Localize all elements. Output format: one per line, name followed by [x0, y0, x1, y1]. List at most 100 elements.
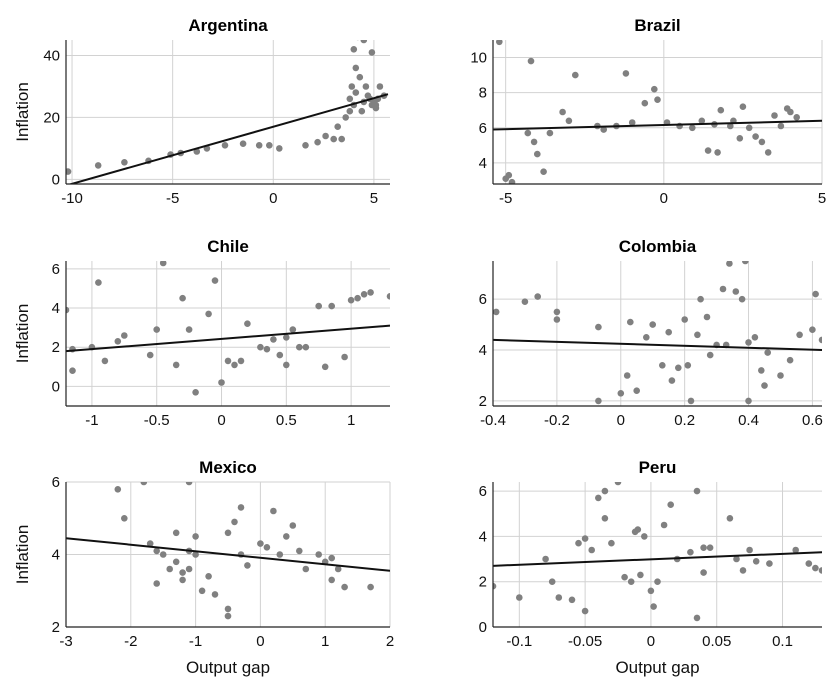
data-point: [565, 117, 573, 125]
data-point: [270, 507, 277, 515]
data-point: [766, 560, 773, 567]
panel-title: Colombia: [619, 237, 697, 256]
data-point: [322, 132, 329, 140]
data-point: [179, 569, 186, 576]
panel-title: Peru: [639, 458, 677, 477]
data-point: [493, 582, 497, 590]
data-point: [283, 533, 290, 540]
data-point: [627, 318, 634, 326]
data-point: [717, 106, 725, 114]
x-tick-label: 5: [818, 190, 826, 207]
data-point: [224, 605, 232, 613]
data-point: [793, 114, 800, 121]
data-point: [703, 313, 711, 321]
data-point: [595, 494, 602, 502]
data-point: [706, 544, 714, 551]
data-point: [496, 40, 503, 46]
data-point: [166, 565, 173, 573]
data-point: [263, 345, 271, 353]
plot-area: [66, 261, 390, 406]
data-point: [140, 482, 148, 486]
data-point: [681, 316, 688, 323]
data-point: [752, 558, 760, 565]
data-point: [751, 334, 759, 341]
x-tick-label: 2: [386, 633, 394, 650]
data-point: [283, 334, 290, 341]
data-point: [706, 351, 714, 359]
data-layer: [66, 482, 390, 620]
fit-line: [66, 537, 390, 572]
data-point: [179, 294, 186, 302]
data-point: [192, 551, 199, 558]
data-point: [159, 551, 167, 558]
panel-chile: -1 -0.5 0 0.5 1 0 2 4 6 Chile Inflation: [13, 237, 390, 429]
data-point: [651, 85, 658, 93]
data-point: [244, 320, 251, 328]
data-point: [263, 544, 271, 551]
panel-brazil: -5 0 5 4 6 8 10 Brazil: [470, 16, 826, 207]
data-point: [687, 397, 695, 405]
data-point: [581, 607, 589, 615]
x-tick-label: 0.5: [276, 412, 297, 429]
data-point: [727, 122, 734, 130]
y-tick-label: 8: [479, 85, 487, 102]
data-point: [745, 339, 752, 346]
data-point: [179, 576, 186, 584]
x-tick-label: 1: [321, 633, 329, 650]
data-point: [600, 126, 607, 133]
data-point: [641, 533, 648, 540]
data-point: [69, 367, 76, 375]
data-point: [121, 159, 128, 166]
y-tick-label: 10: [470, 50, 487, 67]
data-point: [257, 540, 264, 547]
data-point: [289, 522, 297, 529]
data-point: [348, 83, 356, 90]
x-tick-label: 0.05: [702, 633, 731, 650]
data-point: [255, 142, 263, 149]
data-point: [367, 583, 374, 591]
data-point: [354, 294, 361, 302]
x-tick-label: -2: [124, 633, 137, 650]
x-tick-label: -3: [59, 633, 72, 650]
data-point: [198, 587, 206, 595]
data-point: [341, 353, 348, 361]
data-point: [628, 119, 636, 126]
x-tick-label: 0: [217, 412, 225, 429]
data-point: [315, 551, 323, 558]
data-point: [654, 96, 661, 103]
y-tick-label: 4: [52, 547, 60, 564]
data-point: [809, 326, 816, 334]
data-point: [548, 578, 556, 585]
data-point: [368, 49, 376, 56]
data-point: [714, 149, 721, 156]
data-point: [114, 338, 122, 345]
x-tick-label: -5: [499, 190, 512, 207]
data-point: [745, 397, 752, 405]
x-tick-label: 0.1: [772, 633, 793, 650]
y-tick-label: 0: [52, 378, 60, 395]
data-point: [346, 95, 354, 103]
data-point: [542, 555, 549, 563]
x-tick-label: -0.2: [544, 412, 570, 429]
x-tick-label: 5: [370, 190, 378, 207]
data-point: [805, 560, 813, 567]
data-point: [524, 129, 532, 137]
data-point: [633, 387, 640, 395]
data-point: [66, 306, 70, 314]
data-point: [172, 361, 180, 369]
data-point: [792, 546, 799, 554]
y-tick-label: 20: [43, 109, 60, 126]
data-point: [205, 573, 212, 580]
data-point: [622, 70, 630, 77]
data-point: [121, 515, 128, 522]
y-axis-label: Inflation: [13, 82, 32, 142]
data-point: [697, 295, 704, 303]
data-point: [296, 343, 303, 351]
x-tick-label: -0.5: [144, 412, 170, 429]
panel-title: Brazil: [634, 16, 680, 35]
data-point: [386, 293, 390, 300]
data-point: [95, 279, 102, 286]
data-point: [647, 587, 655, 595]
data-point: [352, 89, 360, 96]
data-point: [153, 326, 160, 333]
